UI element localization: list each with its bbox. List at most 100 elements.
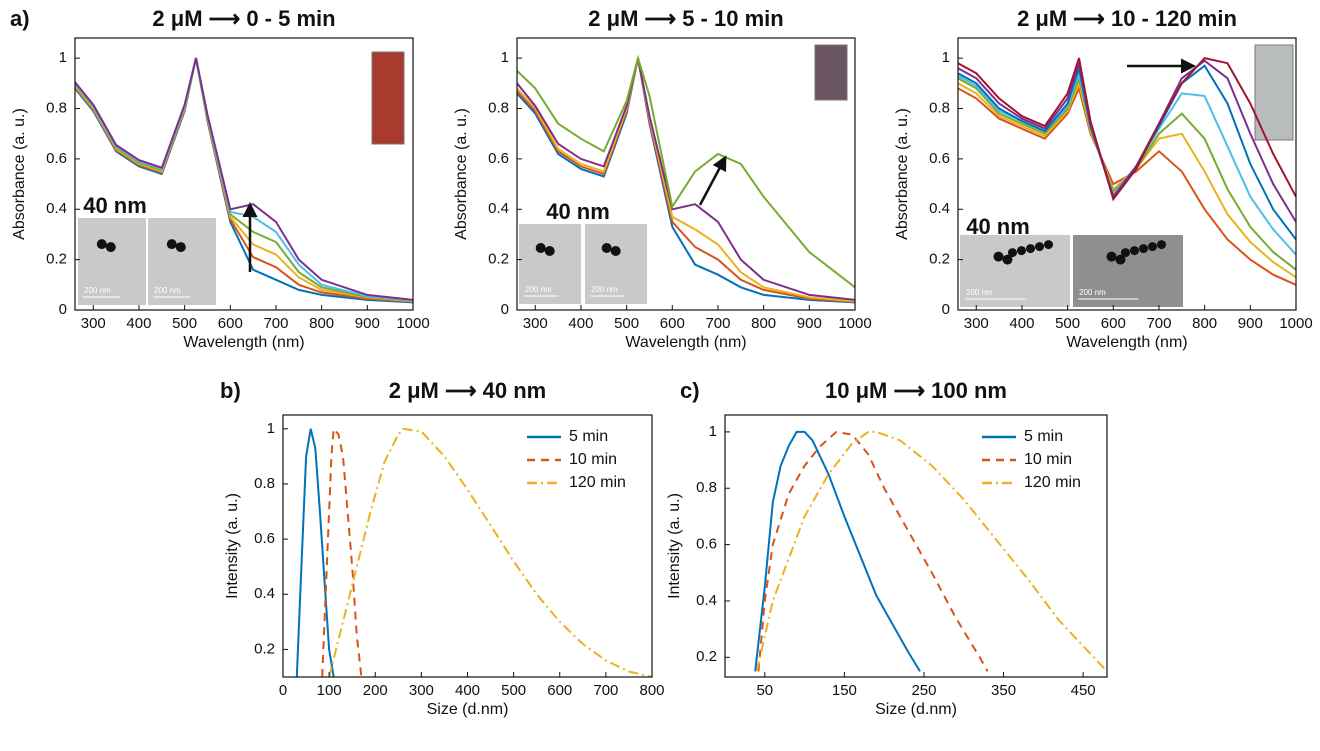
series-line: [754, 430, 921, 672]
scale-bar-label: 200 nm: [154, 286, 181, 295]
x-tick-label: 500: [614, 315, 639, 332]
x-tick-label: 1000: [838, 315, 871, 332]
plot-lines: [295, 426, 652, 677]
x-tick-label: 800: [309, 315, 334, 332]
y-tick-label: 0.6: [254, 530, 275, 547]
particle: [610, 246, 621, 256]
scale-bar-label: 200 nm: [1079, 288, 1106, 297]
cuvette: [814, 44, 848, 101]
y-tick-label: 0.2: [929, 251, 950, 268]
x-tick-label: 450: [1071, 682, 1096, 699]
y-tick-label: 1: [709, 423, 717, 440]
cuvette: [1254, 44, 1294, 141]
y-tick-label: 0.4: [929, 200, 950, 217]
series-line: [517, 57, 855, 301]
plot-lines: [517, 54, 855, 304]
x-tick-label: 700: [593, 682, 618, 699]
axes-box: [74, 37, 414, 311]
y-tick-label: 0.8: [254, 475, 275, 492]
particle: [166, 239, 177, 250]
y-tick-label: 1: [501, 49, 509, 66]
scale-bar-label: 200 nm: [84, 286, 111, 295]
x-tick-label: 200: [363, 682, 388, 699]
particle: [993, 251, 1004, 262]
scale-bar-label: 200 nm: [966, 288, 993, 297]
x-tick-label: 900: [1238, 315, 1263, 332]
y-tick-label: 0: [501, 301, 509, 318]
y-tick-label: 0.6: [696, 536, 717, 553]
x-tick-label: 500: [1055, 315, 1080, 332]
particle: [535, 243, 546, 253]
particle: [1008, 248, 1017, 258]
chart-title: 2 μM ⟶ 40 nm: [389, 378, 546, 403]
chart-title: 2 μM ⟶ 0 - 5 min: [152, 6, 335, 31]
particle: [1106, 251, 1117, 262]
particle: [105, 242, 116, 253]
y-tick-label: 0.4: [696, 592, 717, 609]
chart-title: 10 μM ⟶ 100 nm: [825, 378, 1007, 403]
y-tick-label: 0.2: [696, 648, 717, 665]
x-tick-label: 50: [756, 682, 773, 699]
y-tick-label: 0: [59, 301, 67, 318]
y-tick-label: 0.8: [696, 479, 717, 496]
x-tick-label: 1000: [1279, 315, 1312, 332]
series-line: [958, 85, 1296, 286]
x-tick-label: 600: [1101, 315, 1126, 332]
x-tick-label: 800: [639, 682, 664, 699]
y-tick-label: 0.8: [488, 99, 509, 116]
x-tick-label: 400: [126, 315, 151, 332]
legend-label: 120 min: [1024, 474, 1081, 491]
particle: [1157, 240, 1166, 250]
x-tick-label: 300: [409, 682, 434, 699]
x-tick-label: 700: [263, 315, 288, 332]
tem-image: [519, 224, 581, 304]
series-line: [328, 427, 652, 677]
y-tick-label: 1: [267, 420, 275, 437]
plot-lines: [75, 57, 413, 304]
particle: [1017, 246, 1026, 256]
x-tick-label: 150: [832, 682, 857, 699]
x-tick-label: 350: [991, 682, 1016, 699]
x-tick-label: 600: [218, 315, 243, 332]
y-tick-label: 0.2: [46, 251, 67, 268]
y-axis-label: Absorbance (a. u.): [11, 108, 28, 240]
plot-lines: [754, 430, 1107, 673]
x-axis-label: Wavelength (nm): [1066, 334, 1187, 351]
series-line: [757, 430, 989, 672]
tem-image: [585, 224, 647, 304]
axes-box: [516, 37, 856, 311]
scale-bar-label: 200 nm: [591, 285, 618, 294]
y-tick-label: 1: [59, 49, 67, 66]
y-axis-label: Absorbance (a. u.): [894, 108, 911, 240]
series-line: [755, 430, 1107, 673]
x-axis-label: Size (d.nm): [427, 701, 509, 718]
y-tick-label: 0.2: [488, 251, 509, 268]
x-tick-label: 700: [705, 315, 730, 332]
particle: [1121, 248, 1130, 258]
particle: [1002, 254, 1013, 265]
scale-bar-label: 200 nm: [525, 285, 552, 294]
panel-label: b): [220, 378, 241, 403]
particle: [1026, 244, 1035, 254]
particle: [544, 246, 555, 256]
y-tick-label: 0.4: [46, 200, 67, 217]
x-tick-label: 900: [355, 315, 380, 332]
y-axis-label: Absorbance (a. u.): [453, 108, 470, 240]
x-tick-label: 1000: [396, 315, 429, 332]
axes-box: [724, 414, 1108, 678]
x-axis-label: Size (d.nm): [875, 701, 957, 718]
particle: [96, 239, 107, 250]
y-tick-label: 0.4: [254, 585, 275, 602]
inset-label: 40 nm: [966, 214, 1030, 239]
x-tick-label: 300: [523, 315, 548, 332]
particle: [1148, 242, 1157, 252]
x-tick-label: 600: [547, 682, 572, 699]
particle: [1139, 244, 1148, 254]
chart-title: 2 μM ⟶ 5 - 10 min: [588, 6, 783, 31]
x-tick-label: 500: [172, 315, 197, 332]
x-tick-label: 100: [317, 682, 342, 699]
y-tick-label: 0.6: [929, 150, 950, 167]
x-tick-label: 0: [279, 682, 287, 699]
x-tick-label: 250: [911, 682, 936, 699]
